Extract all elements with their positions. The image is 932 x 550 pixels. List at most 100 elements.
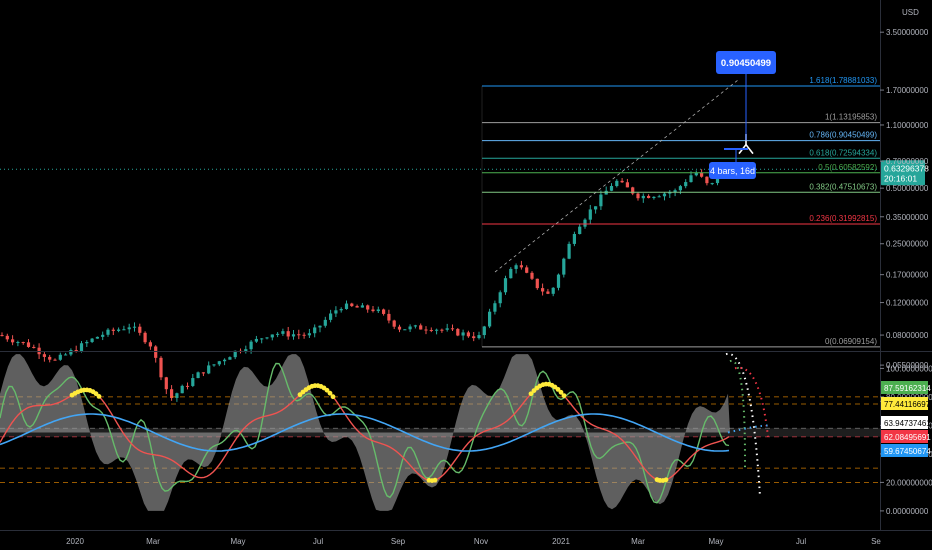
oscillator-pane[interactable] (0, 352, 880, 511)
candle (69, 348, 73, 357)
candle (286, 326, 290, 340)
price-tick-label: 0.35000000 (886, 213, 929, 222)
candle-body (334, 310, 338, 314)
oscillator-axis[interactable]: 100.0000000080.0000000060.0000000040.000… (880, 364, 932, 516)
candle (313, 324, 317, 338)
candle-body (175, 393, 179, 398)
candle (366, 304, 370, 313)
candle (11, 335, 15, 346)
candle-body (117, 329, 121, 331)
candle-body (254, 338, 258, 342)
candle (715, 177, 720, 186)
candle-body (26, 342, 31, 347)
candle-body (307, 333, 311, 336)
candle (435, 328, 439, 335)
candle-body (408, 326, 412, 330)
candle (710, 182, 714, 186)
candle-body (631, 187, 635, 194)
candle (700, 169, 704, 178)
candle (450, 324, 455, 331)
candle-body (588, 209, 592, 220)
signal-dot (327, 390, 333, 396)
candle (599, 190, 603, 210)
price-tick-label: 1.70000000 (886, 86, 929, 95)
candle (201, 372, 205, 377)
signal-dot (558, 389, 564, 395)
candle-body (360, 305, 364, 308)
time-axis[interactable]: 2020 Mar May Jul Sep Nov 2021 Mar May Jul Se (0, 530, 932, 547)
candle (334, 306, 338, 318)
price-tick-label: 0.50000000 (886, 184, 929, 193)
candle (488, 308, 492, 329)
candle-body (466, 332, 470, 337)
candle-body (5, 335, 9, 340)
candle (53, 358, 57, 361)
candle-body (625, 182, 629, 188)
candle-body (212, 364, 216, 366)
candle (519, 260, 523, 270)
candle-body (424, 329, 428, 331)
candle (260, 338, 264, 344)
candle (148, 340, 152, 350)
candle-body (74, 350, 78, 352)
candle-body (556, 274, 561, 288)
time-axis-label: May (230, 537, 245, 546)
candle (281, 328, 285, 336)
candle (26, 339, 31, 348)
candle (419, 323, 423, 330)
candle-body (323, 319, 327, 326)
candle-body (106, 329, 110, 335)
candle-body (42, 354, 46, 357)
candle (562, 257, 566, 278)
candle-body (673, 190, 677, 193)
candle (493, 300, 497, 315)
price-pane[interactable]: 1.618(1.78881033) 1(1.13195853) 0.786(0.90… (0, 76, 880, 402)
red-oscillator-line (0, 383, 730, 482)
candle (594, 206, 598, 214)
candle-body (16, 342, 20, 344)
candle (344, 300, 349, 310)
candle-body (143, 332, 147, 343)
candle-body (482, 326, 486, 336)
candle-body (652, 196, 656, 199)
candle (477, 331, 481, 340)
candle-body (615, 180, 619, 187)
candle-body (69, 350, 73, 355)
candle-body (498, 292, 502, 304)
candle-body (90, 338, 94, 342)
candle (530, 271, 534, 280)
candle-body (445, 328, 449, 330)
candle (360, 302, 364, 308)
fib-level-label: 0.382(0.47510673) (809, 182, 877, 191)
osc-value-label: 62.08495691 (884, 433, 931, 442)
candle-body (641, 195, 645, 199)
candle (429, 327, 433, 333)
candle (413, 324, 417, 329)
candle (16, 340, 20, 347)
candle-body (286, 331, 290, 337)
candle (307, 328, 311, 338)
candle (58, 352, 62, 361)
candle (525, 265, 529, 274)
candle-body (180, 385, 184, 394)
countdown-value: 20:16:01 (884, 173, 917, 183)
candle-body (101, 334, 105, 337)
signal-dot (330, 394, 336, 400)
projection-dots (725, 352, 761, 497)
candle-body (185, 385, 190, 387)
candle (572, 231, 576, 247)
candle-body (620, 180, 624, 183)
candle (440, 328, 444, 333)
candle-body (503, 278, 508, 293)
candle (175, 392, 179, 402)
candle-body (64, 354, 68, 356)
candle-body (450, 328, 455, 330)
price-tick-label: 0.05500000 (886, 361, 929, 370)
candle (684, 179, 688, 189)
candle-body (207, 365, 211, 374)
candle-body (535, 278, 539, 289)
candle-body (562, 258, 566, 275)
candle-body (350, 303, 354, 307)
